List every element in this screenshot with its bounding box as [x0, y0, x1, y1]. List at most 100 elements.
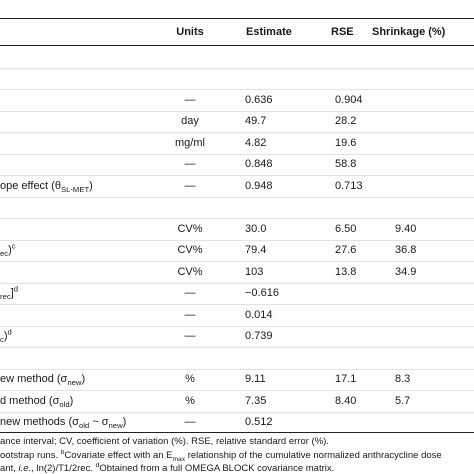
cell-units: —: [184, 287, 196, 300]
row-label: new methods (σold ~ σnew): [0, 415, 127, 431]
cell-shrinkage: 8.3: [395, 373, 411, 386]
cell-units: CV%: [177, 222, 203, 235]
text-run: ~ σ: [89, 416, 109, 429]
cell-rse: 27.6: [335, 244, 357, 257]
cell-rse: 0.713: [335, 179, 363, 192]
row-label: rec]d: [0, 284, 19, 302]
cell-units: —: [184, 93, 196, 106]
cell-estimate: 9.11: [245, 373, 266, 386]
text-run: ]: [10, 287, 14, 300]
text-run: old: [59, 399, 70, 409]
text-run: ance interval; CV, coefficient of variat…: [0, 436, 329, 447]
text-run: rec: [0, 292, 11, 302]
cell-units: —: [184, 416, 196, 429]
text-run: relationship of the cumulative normalize…: [185, 449, 442, 461]
cell-shrinkage: 36.8: [395, 244, 417, 257]
header-rule: [0, 45, 474, 46]
row-separator: [0, 368, 474, 370]
row-separator: [0, 411, 474, 413]
row-separator: [0, 304, 474, 305]
row-separator: [0, 132, 474, 133]
cell-units: —: [184, 158, 196, 171]
text-run: old: [78, 421, 90, 431]
cell-units: CV%: [177, 265, 203, 278]
cell-shrinkage: 9.40: [395, 222, 417, 235]
row-separator: [0, 196, 474, 198]
cell-estimate: 0.512: [245, 416, 273, 429]
cell-estimate: 79.4: [245, 244, 267, 257]
cell-estimate: 0.848: [245, 158, 273, 171]
top-rule: [0, 18, 474, 19]
text-run: ): [122, 416, 127, 429]
text-run: ew method (σ: [0, 373, 68, 386]
text-run: d: [7, 327, 12, 337]
text-run: d method (σ: [0, 394, 60, 407]
text-run: d: [95, 461, 100, 469]
text-run: ): [3, 330, 8, 343]
cell-rse: 28.2: [335, 115, 357, 128]
footnote: ootstrap runs. bCovariate effect with an…: [0, 448, 442, 463]
cell-estimate: −0.616: [245, 287, 279, 300]
row-separator: [0, 67, 474, 69]
text-run: new methods (σ: [0, 416, 79, 429]
text-run: d: [13, 284, 19, 294]
row-label: d method (σold): [0, 394, 74, 409]
row-label: ope effect (θSL-MET): [0, 179, 93, 194]
footnote: ance interval; CV, coefficient of variat…: [0, 436, 329, 448]
row-separator: [0, 325, 474, 327]
cell-estimate: 4.82: [245, 136, 267, 149]
cell-units: mg/ml: [175, 136, 205, 149]
cell-rse: 19.6: [335, 136, 357, 149]
row-separator: [0, 347, 474, 348]
cell-estimate: 0.948: [245, 179, 273, 192]
cell-units: —: [184, 308, 196, 321]
row-label: ew method (σnew): [0, 372, 86, 388]
row-separator: [0, 153, 474, 155]
column-header: Estimate: [246, 26, 292, 38]
cell-units: —: [184, 179, 196, 192]
cell-rse: 6.50: [335, 222, 357, 235]
cell-units: —: [184, 330, 196, 343]
cell-rse: 58.8: [335, 158, 357, 171]
row-separator: [0, 239, 474, 241]
text-run: ): [8, 244, 12, 257]
cell-shrinkage: 34.9: [395, 265, 417, 278]
row-separator: [0, 261, 474, 262]
row-separator: [0, 175, 474, 176]
text-run: ope effect (θ: [0, 179, 61, 192]
cell-units: day: [181, 115, 199, 128]
text-run: ec: [0, 249, 9, 259]
bottom-rule: [0, 432, 474, 433]
text-run: ): [89, 179, 93, 192]
cell-estimate: 103: [245, 265, 264, 278]
text-run: ant,: [0, 463, 19, 474]
cell-units: CV%: [177, 244, 203, 257]
column-header: RSE: [331, 26, 354, 38]
row-separator: [0, 110, 474, 112]
cell-estimate: 49.7: [245, 115, 267, 128]
text-run: ): [69, 394, 74, 407]
text-run: , ln(2)/T1/2rec.: [31, 463, 96, 474]
text-run: new: [108, 421, 123, 431]
cell-rse: 17.1: [335, 373, 357, 386]
text-run: c: [0, 335, 4, 345]
text-run: ): [81, 373, 86, 386]
row-label: c)d: [0, 327, 12, 345]
row-separator: [0, 218, 474, 219]
row-separator: [0, 89, 474, 90]
text-run: max: [172, 455, 186, 463]
cell-estimate: 7.35: [245, 394, 267, 407]
text-run: i.e.: [18, 463, 32, 474]
text-run: new: [67, 378, 82, 388]
text-run: SL-MET: [60, 184, 90, 194]
cell-rse: 13.8: [335, 265, 357, 278]
cell-rse: 0.904: [335, 93, 363, 106]
cell-estimate: 0.636: [245, 93, 273, 106]
cell-units: %: [185, 394, 195, 407]
cell-units: %: [185, 373, 195, 386]
footnote: ant, i.e., ln(2)/T1/2rec. dObtained from…: [0, 461, 334, 474]
text-run: b: [60, 448, 65, 456]
cell-estimate: 0.014: [245, 308, 273, 321]
row-separator: [0, 390, 474, 391]
